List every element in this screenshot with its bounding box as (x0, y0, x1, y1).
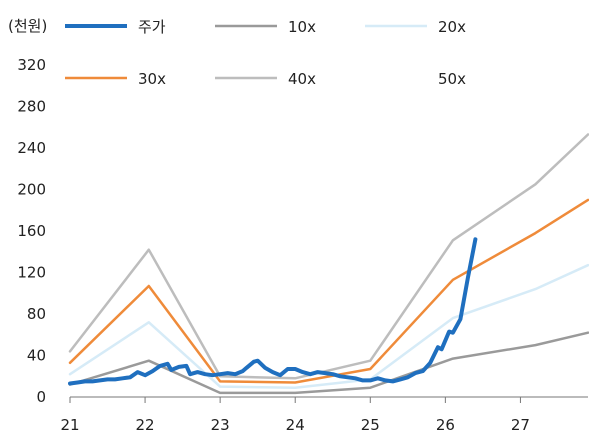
unit-label: (천원) (8, 17, 47, 35)
y-axis: 0 40 80 120 160 200 240 280 320 (17, 56, 46, 406)
y-tick-label: 80 (27, 305, 46, 323)
plot-lines (68, 133, 589, 395)
x-axis: 21 22 23 24 25 26 27 (60, 396, 588, 434)
legend-label: 주가 (138, 18, 166, 36)
x-tick-label: 21 (60, 416, 79, 434)
y-tick-label: 320 (17, 56, 46, 74)
series-line-20x (68, 263, 589, 389)
y-tick-label: 0 (36, 388, 46, 406)
legend-label: 30x (138, 70, 166, 88)
series-line-30x (68, 198, 589, 384)
legend-label: 50x (438, 70, 466, 88)
y-tick-label: 120 (17, 264, 46, 282)
x-tick-label: 22 (136, 416, 155, 434)
y-tick-label: 160 (17, 222, 46, 240)
y-tick-label: 240 (17, 139, 46, 157)
x-tick-label: 26 (436, 416, 455, 434)
legend-label: 40x (288, 70, 316, 88)
legend-label: 10x (288, 18, 316, 36)
series-line-40x (68, 133, 589, 380)
x-tick-label: 23 (211, 416, 230, 434)
y-tick-label: 280 (17, 98, 46, 116)
x-tick-label: 27 (511, 416, 530, 434)
legend: 주가 10x 20x 30x 40x 50x (65, 18, 466, 88)
y-tick-label: 200 (17, 181, 46, 199)
x-tick-label: 24 (286, 416, 305, 434)
series-line-주가 (68, 237, 478, 386)
legend-label: 20x (438, 18, 466, 36)
x-tick-label: 25 (361, 416, 380, 434)
y-tick-label: 40 (27, 347, 46, 365)
